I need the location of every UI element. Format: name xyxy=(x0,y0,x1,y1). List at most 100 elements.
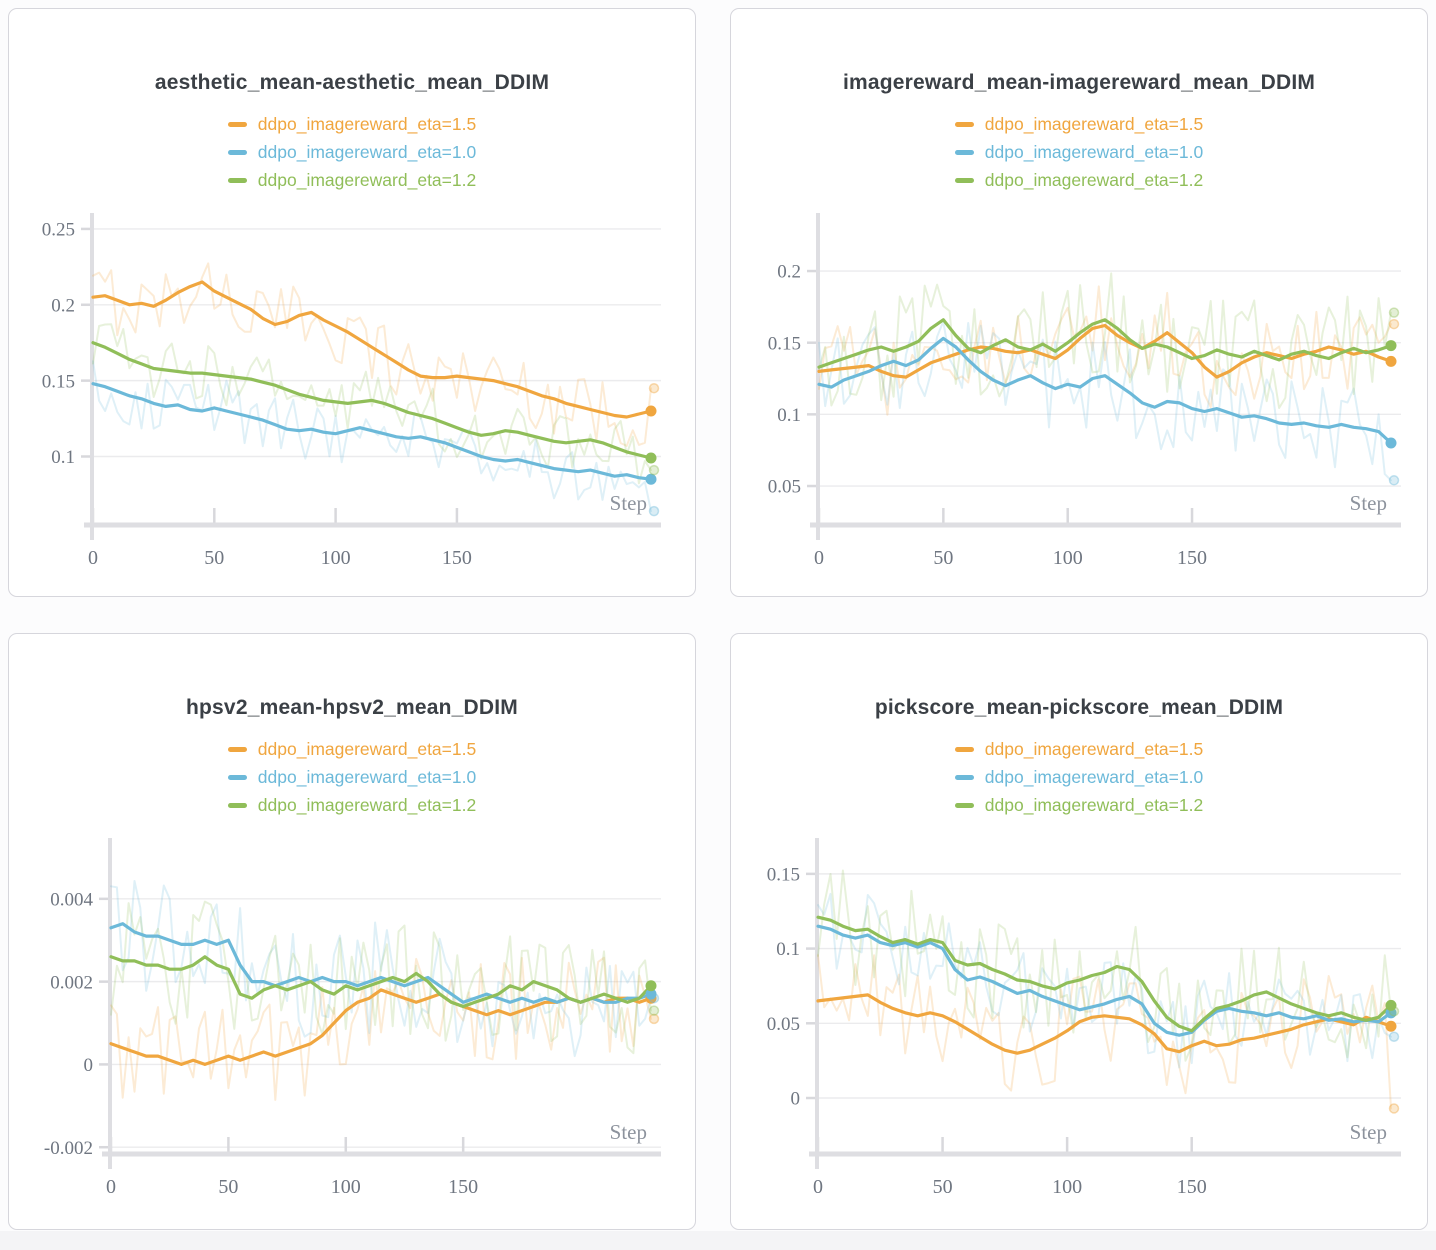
legend-label: ddpo_imagereward_eta=1.0 xyxy=(984,766,1204,787)
raw-end-dot-ddpo_imagereward_eta=1.0 xyxy=(1388,1031,1400,1042)
legend-label: ddpo_imagereward_eta=1.5 xyxy=(984,738,1204,759)
x-axis-label: Step xyxy=(610,1120,647,1144)
raw-series-line-ddpo_imagereward_eta=1.2 xyxy=(92,323,652,485)
series-line-ddpo_imagereward_eta=1.2 xyxy=(816,915,1393,1033)
series-line-ddpo_imagereward_eta=1.2 xyxy=(817,318,1393,369)
legend-item-ddpo_imagereward_eta=1.0[interactable]: ddpo_imagereward_eta=1.0 xyxy=(954,138,1204,166)
raw-series-line-ddpo_imagereward_eta=1.2 xyxy=(817,869,1392,1062)
legend-item-ddpo_imagereward_eta=1.5[interactable]: ddpo_imagereward_eta=1.5 xyxy=(227,735,477,763)
end-dot-ddpo_imagereward_eta=1.5 xyxy=(1385,1020,1397,1032)
legend-item-ddpo_imagereward_eta=1.2[interactable]: ddpo_imagereward_eta=1.2 xyxy=(954,166,1204,194)
raw-end-dot-ddpo_imagereward_eta=1.2 xyxy=(1388,307,1400,318)
raw-end-dot-ddpo_imagereward_eta=1.0 xyxy=(648,505,660,517)
end-dot-ddpo_imagereward_eta=1.2 xyxy=(645,452,657,464)
y-tick-label: 0.05 xyxy=(768,477,801,498)
series-line-ddpo_imagereward_eta=1.5 xyxy=(817,323,1393,379)
y-tick-label: 0 xyxy=(84,1055,94,1076)
y-tick-label: 0.15 xyxy=(767,865,800,886)
legend-item-ddpo_imagereward_eta=1.5[interactable]: ddpo_imagereward_eta=1.5 xyxy=(954,735,1204,763)
raw-series-line-ddpo_imagereward_eta=1.5 xyxy=(92,262,652,447)
legend-swatch-icon xyxy=(227,746,247,752)
chart-plot[interactable]: 0.2 0.15 0.1 0.05 0 50 100 150 Step xyxy=(731,9,1429,598)
legend-item-ddpo_imagereward_eta=1.5[interactable]: ddpo_imagereward_eta=1.5 xyxy=(227,110,476,138)
y-tick-label: 0.1 xyxy=(776,939,800,960)
chart-legend: ddpo_imagereward_eta=1.5 ddpo_imagereward… xyxy=(731,110,1427,194)
y-tick-label: 0 xyxy=(791,1089,801,1110)
chart-panel-imagereward-mean[interactable]: imagereward_mean-imagereward_mean_DDIM d… xyxy=(730,8,1428,597)
legend-swatch-icon xyxy=(227,121,247,127)
raw-series-line-ddpo_imagereward_eta=1.2 xyxy=(110,900,652,1055)
legend-item-ddpo_imagereward_eta=1.2[interactable]: ddpo_imagereward_eta=1.2 xyxy=(954,791,1204,819)
chart-title: hpsv2_mean-hpsv2_mean_DDIM xyxy=(186,696,518,719)
y-tick-label: -0.002 xyxy=(44,1138,93,1159)
legend-label: ddpo_imagereward_eta=1.5 xyxy=(984,113,1204,134)
legend-label: ddpo_imagereward_eta=1.0 xyxy=(984,141,1204,162)
end-dot-ddpo_imagereward_eta=1.0 xyxy=(645,473,657,485)
y-tick-label: 0.05 xyxy=(767,1014,800,1035)
legend-label: ddpo_imagereward_eta=1.5 xyxy=(257,738,477,759)
chart-title: aesthetic_mean-aesthetic_mean_DDIM xyxy=(154,71,550,94)
y-tick-label: 0.15 xyxy=(768,333,801,354)
x-tick-label: 100 xyxy=(321,547,351,569)
chart-plot[interactable]: 0.25 0.2 0.15 0.1 0 50 100 150 Step xyxy=(9,9,697,598)
legend-swatch-icon xyxy=(227,802,247,808)
x-tick-label: 0 xyxy=(88,547,98,569)
legend-swatch-icon xyxy=(227,149,247,155)
y-tick-label: 0.2 xyxy=(777,262,801,283)
legend-item-ddpo_imagereward_eta=1.0[interactable]: ddpo_imagereward_eta=1.0 xyxy=(227,138,477,166)
end-dot-ddpo_imagereward_eta=1.0 xyxy=(1385,437,1397,449)
legend-item-ddpo_imagereward_eta=1.2[interactable]: ddpo_imagereward_eta=1.2 xyxy=(227,166,476,194)
series-line-ddpo_imagereward_eta=1.0 xyxy=(91,382,653,481)
y-tick-label: 0.15 xyxy=(42,371,75,392)
end-dot-ddpo_imagereward_eta=1.2 xyxy=(1385,999,1397,1011)
legend-item-ddpo_imagereward_eta=1.2[interactable]: ddpo_imagereward_eta=1.2 xyxy=(227,791,476,819)
x-tick-label: 150 xyxy=(1177,547,1207,569)
raw-series-line-ddpo_imagereward_eta=1.5 xyxy=(817,954,1392,1110)
x-axis-label: Step xyxy=(610,491,647,515)
legend-swatch-icon xyxy=(954,149,974,155)
end-dot-ddpo_imagereward_eta=1.2 xyxy=(645,980,657,992)
x-axis-label: Step xyxy=(1350,491,1387,515)
page-footer-strip xyxy=(0,1231,1436,1250)
x-tick-label: 100 xyxy=(1053,547,1083,569)
x-tick-label: 50 xyxy=(933,547,953,569)
x-tick-label: 0 xyxy=(813,1176,823,1198)
y-tick-label: 0.2 xyxy=(51,295,75,316)
raw-end-dot-ddpo_imagereward_eta=1.5 xyxy=(1388,1103,1400,1114)
legend-label: ddpo_imagereward_eta=1.2 xyxy=(984,794,1204,815)
raw-end-dot-ddpo_imagereward_eta=1.5 xyxy=(648,382,660,394)
raw-end-dot-ddpo_imagereward_eta=1.2 xyxy=(648,464,660,476)
legend-swatch-icon xyxy=(954,802,974,808)
end-dot-ddpo_imagereward_eta=1.0 xyxy=(645,988,657,1000)
x-tick-label: 150 xyxy=(448,1176,478,1198)
chart-plot[interactable]: 0.15 0.1 0.05 0 0 50 100 150 Step xyxy=(731,634,1429,1231)
x-tick-label: 100 xyxy=(1052,1176,1082,1198)
x-tick-label: 0 xyxy=(106,1176,116,1198)
legend-swatch-icon xyxy=(227,774,247,780)
raw-end-dot-ddpo_imagereward_eta=1.2 xyxy=(648,1005,660,1016)
chart-panel-hpsv2-mean[interactable]: hpsv2_mean-hpsv2_mean_DDIM ddpo_imagerew… xyxy=(8,633,696,1230)
x-tick-label: 150 xyxy=(1177,1176,1207,1198)
x-tick-label: 0 xyxy=(814,547,824,569)
raw-end-dot-ddpo_imagereward_eta=1.5 xyxy=(648,1013,660,1025)
end-dot-ddpo_imagereward_eta=1.5 xyxy=(1385,355,1397,367)
legend-swatch-icon xyxy=(954,774,974,780)
x-tick-label: 50 xyxy=(218,1176,238,1198)
raw-end-dot-ddpo_imagereward_eta=1.0 xyxy=(1388,475,1400,486)
legend-label: ddpo_imagereward_eta=1.2 xyxy=(984,169,1204,190)
chart-panel-pickscore-mean[interactable]: pickscore_mean-pickscore_mean_DDIM ddpo_… xyxy=(730,633,1428,1230)
x-tick-label: 100 xyxy=(331,1176,361,1198)
y-tick-label: 0.002 xyxy=(50,972,93,993)
raw-series-line-ddpo_imagereward_eta=1.5 xyxy=(818,285,1392,416)
legend-item-ddpo_imagereward_eta=1.5[interactable]: ddpo_imagereward_eta=1.5 xyxy=(954,110,1204,138)
chart-panel-aesthetic-mean[interactable]: aesthetic_mean-aesthetic_mean_DDIM ddpo_… xyxy=(8,8,696,597)
raw-series-line-ddpo_imagereward_eta=1.5 xyxy=(110,956,652,1101)
legend-swatch-icon xyxy=(954,746,974,752)
legend-item-ddpo_imagereward_eta=1.0[interactable]: ddpo_imagereward_eta=1.0 xyxy=(227,763,477,791)
legend-label: ddpo_imagereward_eta=1.0 xyxy=(257,141,477,162)
chart-plot[interactable]: 0.004 0.002 0 -0.002 0 50 100 150 Step xyxy=(9,634,697,1231)
legend-item-ddpo_imagereward_eta=1.0[interactable]: ddpo_imagereward_eta=1.0 xyxy=(954,763,1204,791)
legend-label: ddpo_imagereward_eta=1.0 xyxy=(257,766,477,787)
legend-swatch-icon xyxy=(227,177,247,183)
